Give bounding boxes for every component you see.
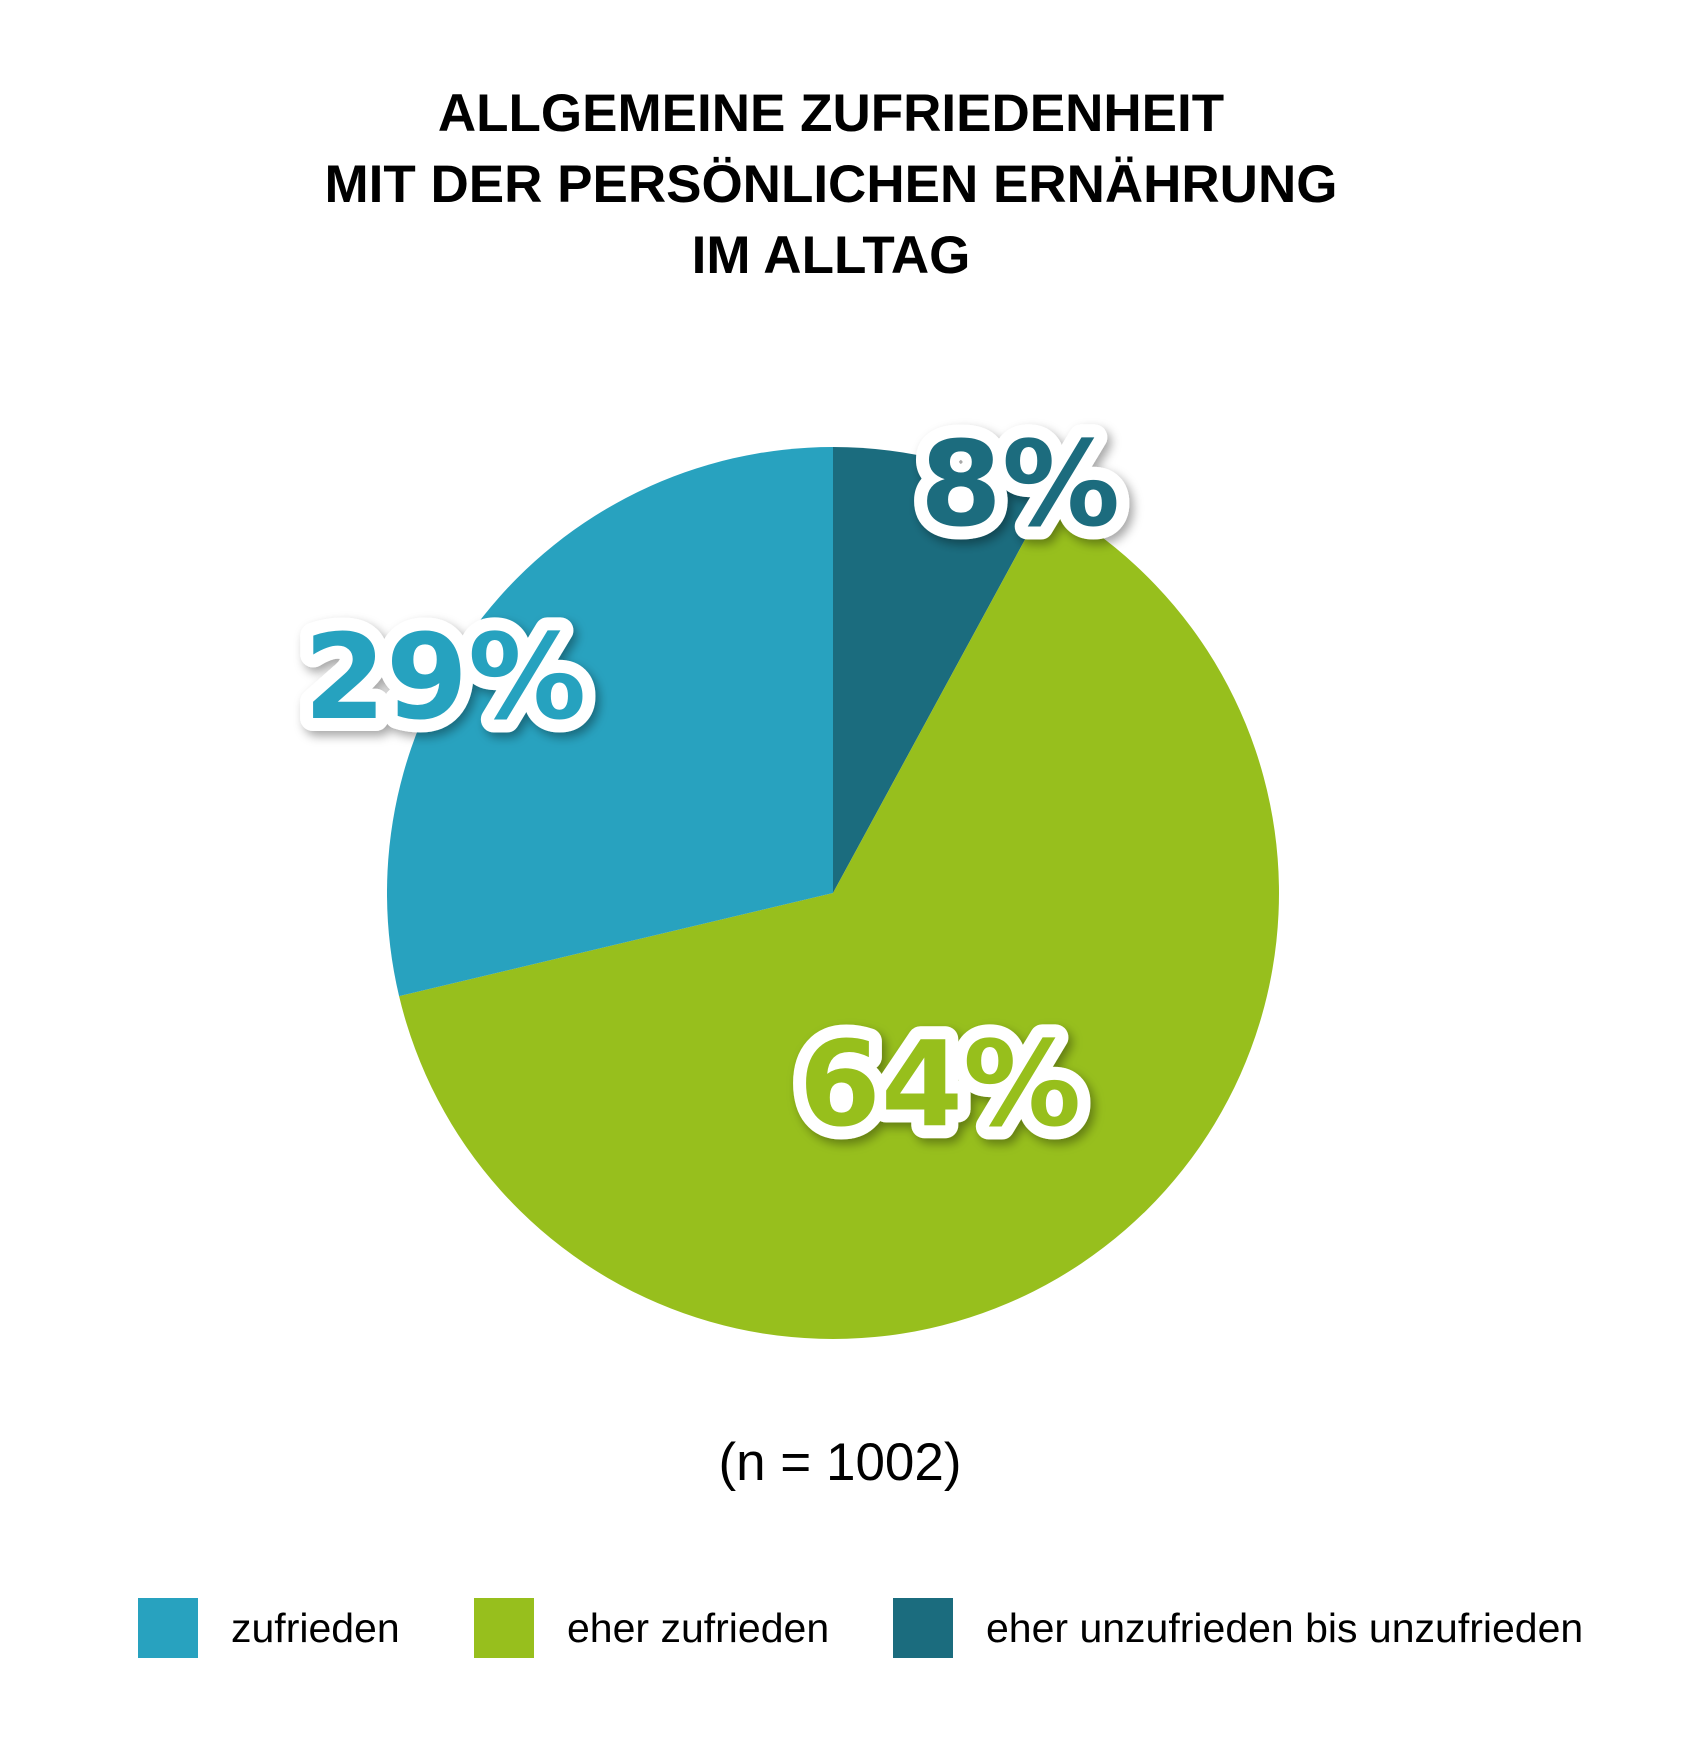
legend-label-eher-unzufrieden: eher unzufrieden bis unzufrieden: [986, 1604, 1584, 1651]
legend-item-eher-unzufrieden: eher unzufrieden bis unzufrieden: [893, 1598, 1583, 1658]
pie-slice-label-outline: 8%: [920, 415, 1120, 553]
chart-title-line-1: ALLGEMEINE ZUFRIEDENHEIT: [437, 84, 1225, 143]
pie-slice-label-text: 8%: [920, 415, 1120, 553]
pie-slice-label-text: 64%: [799, 1015, 1081, 1153]
pie-slice-label-outline: 64%: [799, 1015, 1081, 1153]
pie-slice-label-1: 8%8%: [907, 402, 1133, 566]
pie-slice-eher-unzufrieden-bis-unzufrieden: [833, 447, 1046, 893]
legend-label-zufrieden: zufrieden: [231, 1604, 400, 1651]
pie-slice-zufrieden: [386, 447, 833, 997]
pie-slice-label-2: 64%64%: [786, 1002, 1094, 1166]
legend-item-eher-zufrieden: eher zufrieden: [474, 1598, 829, 1658]
legend-label-eher-zufrieden: eher zufrieden: [567, 1604, 830, 1651]
legend-swatch-eher-zufrieden: [474, 1598, 534, 1658]
pie-slice-eher-zufrieden: [399, 501, 1280, 1340]
pie-slice-label-text: 29%: [304, 608, 586, 746]
legend-item-zufrieden: zufrieden: [138, 1598, 400, 1658]
pie-slice-label-outline: 29%: [304, 608, 586, 746]
sample-size-note: (n = 1002): [718, 1433, 962, 1492]
chart-title-line-2: MIT DER PERSÖNLICHEN ERNÄHRUNG: [324, 155, 1338, 214]
pie-slices: [386, 447, 1280, 1340]
legend-swatch-zufrieden: [138, 1598, 198, 1658]
pie-slice-label-3: 29%29%: [291, 595, 599, 759]
legend-swatch-eher-unzufrieden: [893, 1598, 953, 1658]
chart-title: ALLGEMEINE ZUFRIEDENHEIT MIT DER PERSÖNL…: [0, 78, 1662, 291]
chart-title-line-3: IM ALLTAG: [691, 226, 971, 285]
pie-slice-labels: 8%8% 64%64% 29%29%: [291, 402, 1133, 1166]
